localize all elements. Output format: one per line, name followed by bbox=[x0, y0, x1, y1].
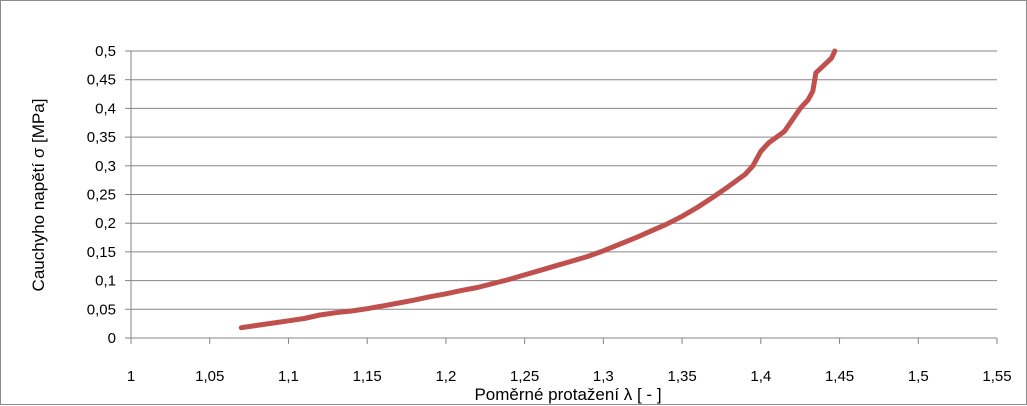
x-tick-label: 1,3 bbox=[593, 368, 614, 385]
x-tick-label: 1,15 bbox=[353, 368, 382, 385]
x-tick-label: 1,55 bbox=[982, 368, 1011, 385]
y-tick-label: 0,1 bbox=[95, 273, 116, 290]
y-tick-label: 0,5 bbox=[95, 43, 116, 60]
y-tick-label: 0,3 bbox=[95, 158, 116, 175]
y-tick-label: 0,45 bbox=[87, 72, 116, 89]
x-tick-label: 1,35 bbox=[667, 368, 696, 385]
x-tick-labels: 1 1,05 1,1 1,15 1,2 1,25 1,3 1,35 1,4 1,45 1,5 1,55 bbox=[127, 368, 1012, 385]
y-tick-label: 0 bbox=[108, 330, 116, 347]
x-tick-label: 1,2 bbox=[435, 368, 456, 385]
y-tick-label: 0,15 bbox=[87, 244, 116, 261]
y-tick-labels: 0 0,05 0,1 0,15 0,2 0,25 0,3 0,35 0,4 0,45 0,5 bbox=[87, 43, 116, 347]
x-axis-title: Poměrné protažení λ [ - ] bbox=[474, 385, 661, 404]
y-tick-label: 0,35 bbox=[87, 129, 116, 146]
x-tick-label: 1,45 bbox=[825, 368, 854, 385]
x-tick-label: 1,25 bbox=[510, 368, 539, 385]
x-tick-label: 1,1 bbox=[278, 368, 299, 385]
grid-lines bbox=[131, 50, 997, 310]
series-line bbox=[238, 48, 838, 331]
x-tick-label: 1,5 bbox=[908, 368, 929, 385]
axes bbox=[125, 50, 998, 344]
y-tick-label: 0,4 bbox=[95, 100, 116, 117]
y-tick-label: 0,25 bbox=[87, 187, 116, 204]
x-tick-label: 1 bbox=[127, 368, 135, 385]
y-tick-label: 0,2 bbox=[95, 215, 116, 232]
y-axis-title: Cauchyho napětí σ [MPa] bbox=[29, 99, 48, 292]
series-layer bbox=[238, 48, 838, 331]
x-tick-label: 1,4 bbox=[750, 368, 771, 385]
x-tick-label: 1,05 bbox=[195, 368, 224, 385]
y-tick-label: 0,05 bbox=[87, 301, 116, 318]
